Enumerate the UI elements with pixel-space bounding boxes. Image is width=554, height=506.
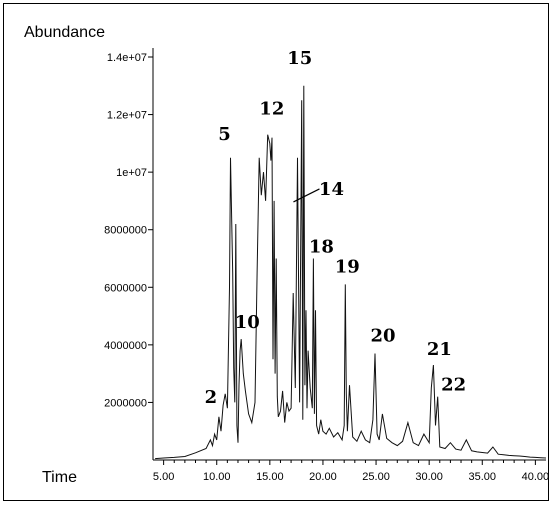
y-axis-label: Abundance	[24, 24, 105, 41]
y-tick-label: 2000000	[104, 397, 147, 409]
peak-label: 20	[370, 325, 395, 346]
peak-label: 22	[441, 375, 466, 396]
x-tick-label: 15.00	[256, 471, 284, 483]
peak-14-leader-line	[293, 188, 320, 203]
peak-label: 19	[335, 256, 360, 277]
x-tick-label: 30.00	[415, 471, 443, 483]
x-tick-label: 40.00	[522, 471, 550, 483]
peak-label: 21	[427, 339, 452, 360]
peak-label: 12	[259, 99, 284, 120]
x-tick-label: 35.00	[469, 471, 497, 483]
peak-label: 2	[205, 387, 218, 408]
y-tick-label: 1.4e+07	[107, 52, 147, 64]
axes: 2000000 4000000 6000000 8000000 1e+07 1.2e+07…	[104, 48, 549, 483]
y-tick-label: 6000000	[104, 282, 147, 294]
y-tick-label: 4000000	[104, 340, 147, 352]
peak-label: 5	[218, 124, 231, 145]
series-line	[155, 85, 547, 460]
peak-label: 14	[319, 179, 344, 200]
y-tick-label: 1e+07	[116, 167, 147, 179]
x-tick-label: 5.00	[153, 471, 174, 483]
x-tick-label: 25.00	[362, 471, 390, 483]
peak-label: 10	[235, 312, 260, 333]
peak-label: 18	[309, 237, 334, 258]
plot-area	[155, 85, 547, 460]
x-tick-label: 10.00	[203, 471, 231, 483]
chart-frame	[3, 3, 549, 501]
x-tick-label: 20.00	[309, 471, 337, 483]
x-axis-label: Time	[42, 469, 77, 486]
peak-label: 15	[287, 48, 312, 69]
y-tick-label: 1.2e+07	[107, 110, 147, 122]
y-tick-label: 8000000	[104, 225, 147, 237]
